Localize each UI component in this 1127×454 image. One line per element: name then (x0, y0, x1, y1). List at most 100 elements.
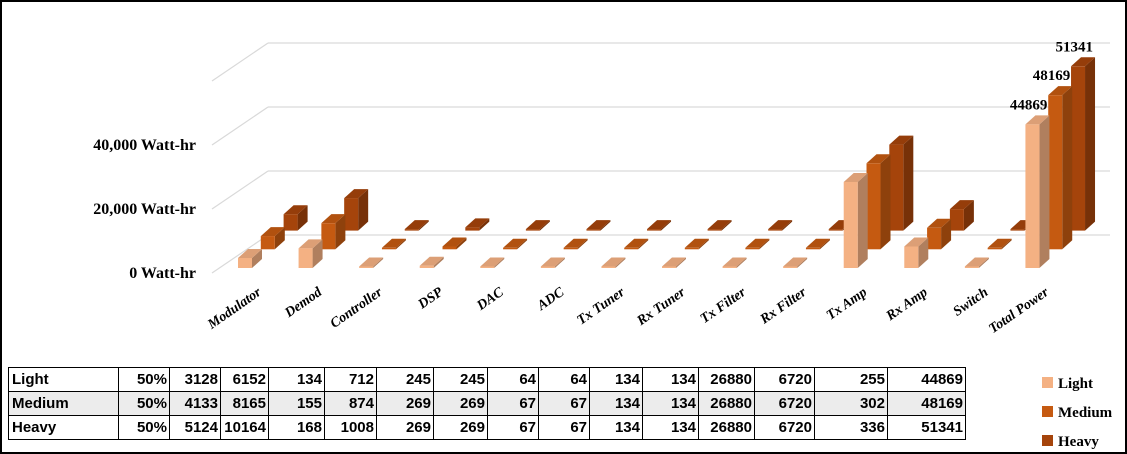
table-cell: 269 (376, 415, 434, 440)
table-cell: 5124 (169, 415, 221, 440)
table-cell: 134 (589, 367, 643, 392)
table-cell: 168 (268, 415, 325, 440)
table-cell: 134 (642, 391, 699, 416)
y-tick-label: 0 Watt-hr (129, 265, 196, 282)
bar-medium (442, 237, 467, 250)
table-cell: 67 (538, 415, 590, 440)
legend-item: Light (1042, 376, 1093, 392)
x-tick-label: Modulator (205, 285, 265, 333)
y-tick-label: 20,000 Watt-hr (93, 201, 196, 218)
bar-light (783, 257, 808, 268)
table-cell: 3128 (169, 367, 221, 392)
bar-medium (624, 238, 649, 250)
table-cell: 134 (589, 391, 643, 416)
table-cell: 6720 (754, 367, 815, 392)
table-cell: 50% (118, 415, 170, 440)
bar-heavy (525, 220, 550, 231)
table-cell: 269 (433, 391, 488, 416)
legend-label: Heavy (1058, 434, 1099, 450)
x-tick-label: Rx Amp (883, 285, 931, 325)
table-cell: 1008 (324, 415, 377, 440)
table-row: Heavy 50% 5124 10164 168 1008 269 269 67 67 134 134… (8, 415, 966, 440)
bar-heavy (404, 220, 429, 231)
data-label: 44869 (1010, 97, 1048, 113)
table-cell: 44869 (887, 367, 966, 392)
x-tick-label: DAC (474, 285, 508, 315)
bar-medium (503, 238, 528, 250)
x-tick-label: Tx Filter (698, 285, 749, 327)
table-cell: 26880 (698, 367, 755, 392)
legend-item: Heavy (1042, 434, 1099, 450)
row-label: Medium (8, 391, 119, 416)
bar-light (964, 257, 989, 268)
bar-heavy (768, 220, 793, 231)
bar-medium (381, 238, 406, 250)
table-cell: 10164 (220, 415, 269, 440)
table-cell: 26880 (698, 415, 755, 440)
bar-heavy (344, 189, 369, 231)
table-cell: 50% (118, 391, 170, 416)
legend-swatch (1042, 377, 1053, 388)
bar-medium (745, 238, 770, 250)
table-cell: 134 (268, 367, 325, 392)
row-label: Heavy (8, 415, 119, 440)
legend-swatch (1042, 435, 1053, 446)
table-cell: 67 (487, 391, 539, 416)
gridline-slant (211, 42, 269, 82)
x-tick-label: Tx Tuner (575, 285, 629, 329)
bar-light (419, 256, 444, 268)
table-cell: 64 (538, 367, 590, 392)
x-axis-ticks: Modulator Demod Controller DSP DAC ADC Tx Tune… (205, 284, 1053, 336)
bar-heavy (465, 218, 490, 231)
legend-item: Medium (1042, 405, 1113, 421)
table-cell: 336 (814, 415, 888, 440)
data-table: Light 50% 3128 6152 134 712 245 245 64 64 134 134 26… (8, 367, 966, 440)
table-cell: 67 (538, 391, 590, 416)
y-axis-ticks: 0 Watt-hr 20,000 Watt-hr 40,000 Watt-hr (93, 137, 196, 282)
bar-light (1025, 115, 1050, 269)
bar-heavy (586, 220, 611, 231)
data-label: 48169 (1033, 68, 1071, 84)
gridline-slant (211, 234, 269, 274)
table-cell: 6720 (754, 415, 815, 440)
table-cell: 64 (487, 367, 539, 392)
table-row: Light 50% 3128 6152 134 712 245 245 64 64 134 134 26… (8, 367, 966, 392)
bar-heavy (889, 135, 914, 231)
x-tick-label: Rx Filter (757, 285, 810, 328)
bar-light (359, 257, 384, 268)
table-cell: 712 (324, 367, 377, 392)
table-cell: 26880 (698, 391, 755, 416)
gridlines (211, 42, 1110, 274)
x-tick-label: Tx Amp (824, 285, 870, 324)
bar-medium (321, 214, 346, 250)
x-tick-label: Demod (282, 284, 326, 321)
bar-light (480, 257, 505, 268)
table-cell: 48169 (887, 391, 966, 416)
x-tick-label: Controller (328, 285, 386, 332)
bar-light (722, 257, 747, 268)
table-cell: 155 (268, 391, 325, 416)
y-tick-label: 40,000 Watt-hr (93, 137, 196, 154)
bar-medium (684, 238, 709, 250)
bar-medium (1048, 86, 1073, 250)
table-cell: 8165 (220, 391, 269, 416)
table-cell: 255 (814, 367, 888, 392)
table-cell: 51341 (887, 415, 966, 440)
data-label: 51341 (1056, 39, 1094, 55)
bar-medium (927, 218, 952, 250)
table-cell: 269 (376, 391, 434, 416)
table-cell: 302 (814, 391, 888, 416)
bar-heavy (647, 220, 672, 231)
x-tick-label: Total Power (987, 285, 1053, 337)
bar-heavy (707, 220, 732, 231)
gridline-slant (211, 170, 269, 210)
table-cell: 6152 (220, 367, 269, 392)
table-cell: 874 (324, 391, 377, 416)
legend-label: Medium (1058, 405, 1113, 421)
bar-medium (805, 238, 830, 250)
bars (238, 57, 1096, 269)
bar-light (662, 257, 686, 268)
bar-light (298, 239, 323, 268)
bar-heavy (283, 205, 308, 231)
